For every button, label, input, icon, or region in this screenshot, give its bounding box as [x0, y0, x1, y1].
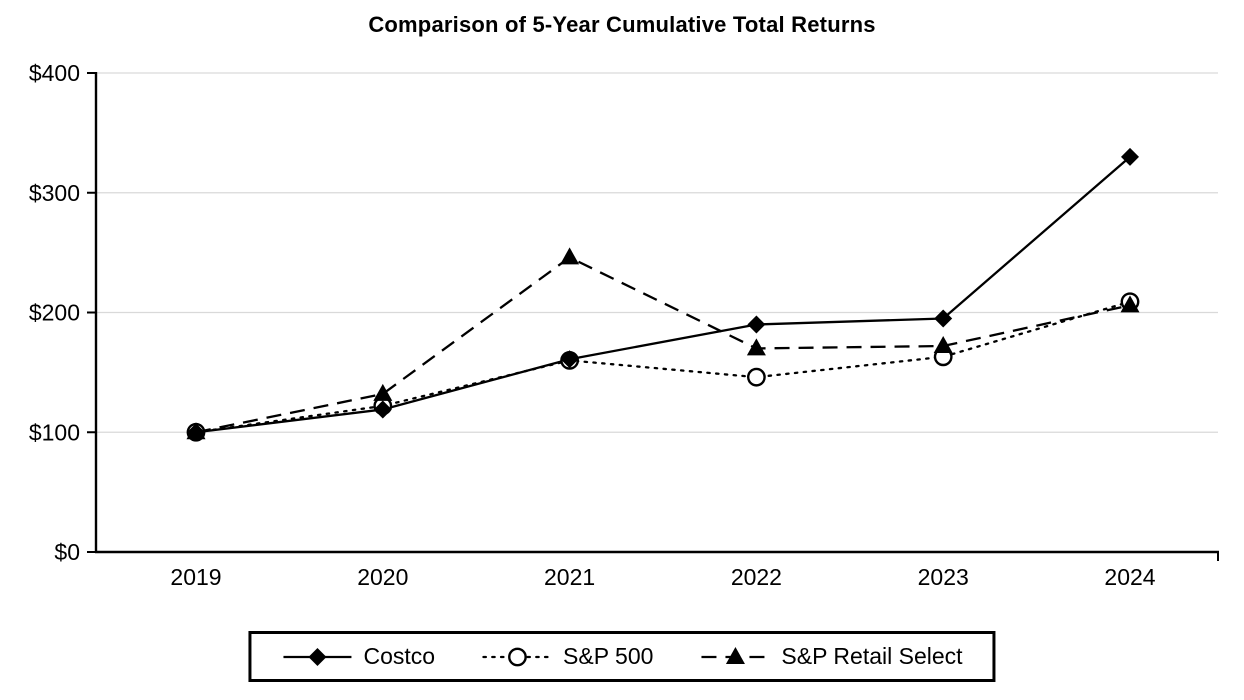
legend-item-costco: Costco — [281, 643, 435, 670]
legend-sample-marker-s-p-500 — [507, 647, 527, 666]
x-tick-label: 2020 — [357, 564, 408, 590]
series-line-costco — [195, 155, 1131, 434]
legend-item-retail-select: S&P Retail Select — [699, 643, 963, 670]
x-tick-label: 2021 — [544, 564, 595, 590]
y-tick-label: $100 — [29, 419, 80, 445]
marker-diamond-costco — [747, 315, 766, 334]
y-tick-label: $200 — [29, 300, 80, 326]
legend-label-retail-select: S&P Retail Select — [781, 643, 963, 669]
marker-triangle-filled-s-p-retail-select — [746, 338, 766, 356]
legend-item-sp500: S&P 500 — [481, 643, 653, 670]
legend: Costco S&P 500 S&P Retail Select — [248, 631, 996, 682]
marker-circle-open-s-p-500 — [747, 367, 766, 387]
sp500-line-marker-icon — [481, 647, 553, 666]
x-tick-label: 2023 — [918, 564, 969, 590]
marker-diamond-costco — [934, 309, 953, 328]
marker-triangle-filled-s-p-retail-select — [560, 247, 580, 265]
x-tick-label: 2019 — [170, 564, 221, 590]
series-line-s-p-500 — [194, 300, 1132, 434]
marker-triangle-filled-s-p-retail-select — [1120, 295, 1140, 313]
retail-select-line-marker-icon — [701, 646, 770, 664]
legend-label-costco: Costco — [363, 643, 436, 669]
y-tick-label: $0 — [54, 539, 80, 565]
y-tick-label: $300 — [29, 180, 80, 206]
y-tick-label: $400 — [29, 60, 80, 86]
legend-sample-marker-s-p-retail-select — [725, 646, 745, 664]
marker-triangle-filled-s-p-retail-select — [933, 336, 953, 354]
legend-label-sp500: S&P 500 — [563, 643, 654, 669]
marker-diamond-costco — [187, 423, 205, 442]
marker-diamond-costco — [1121, 147, 1139, 166]
x-tick-label: 2022 — [731, 564, 782, 590]
marker-diamond-costco — [373, 400, 392, 419]
marker-diamond-costco — [560, 350, 579, 369]
chart-title: Comparison of 5-Year Cumulative Total Re… — [368, 12, 876, 37]
legend-sample-marker-costco — [308, 647, 327, 666]
marker-triangle-filled-s-p-retail-select — [373, 383, 393, 401]
series-line-s-p-retail-select — [195, 256, 1131, 434]
x-tick-label: 2024 — [1104, 564, 1155, 590]
costco-line-marker-icon — [283, 647, 352, 666]
